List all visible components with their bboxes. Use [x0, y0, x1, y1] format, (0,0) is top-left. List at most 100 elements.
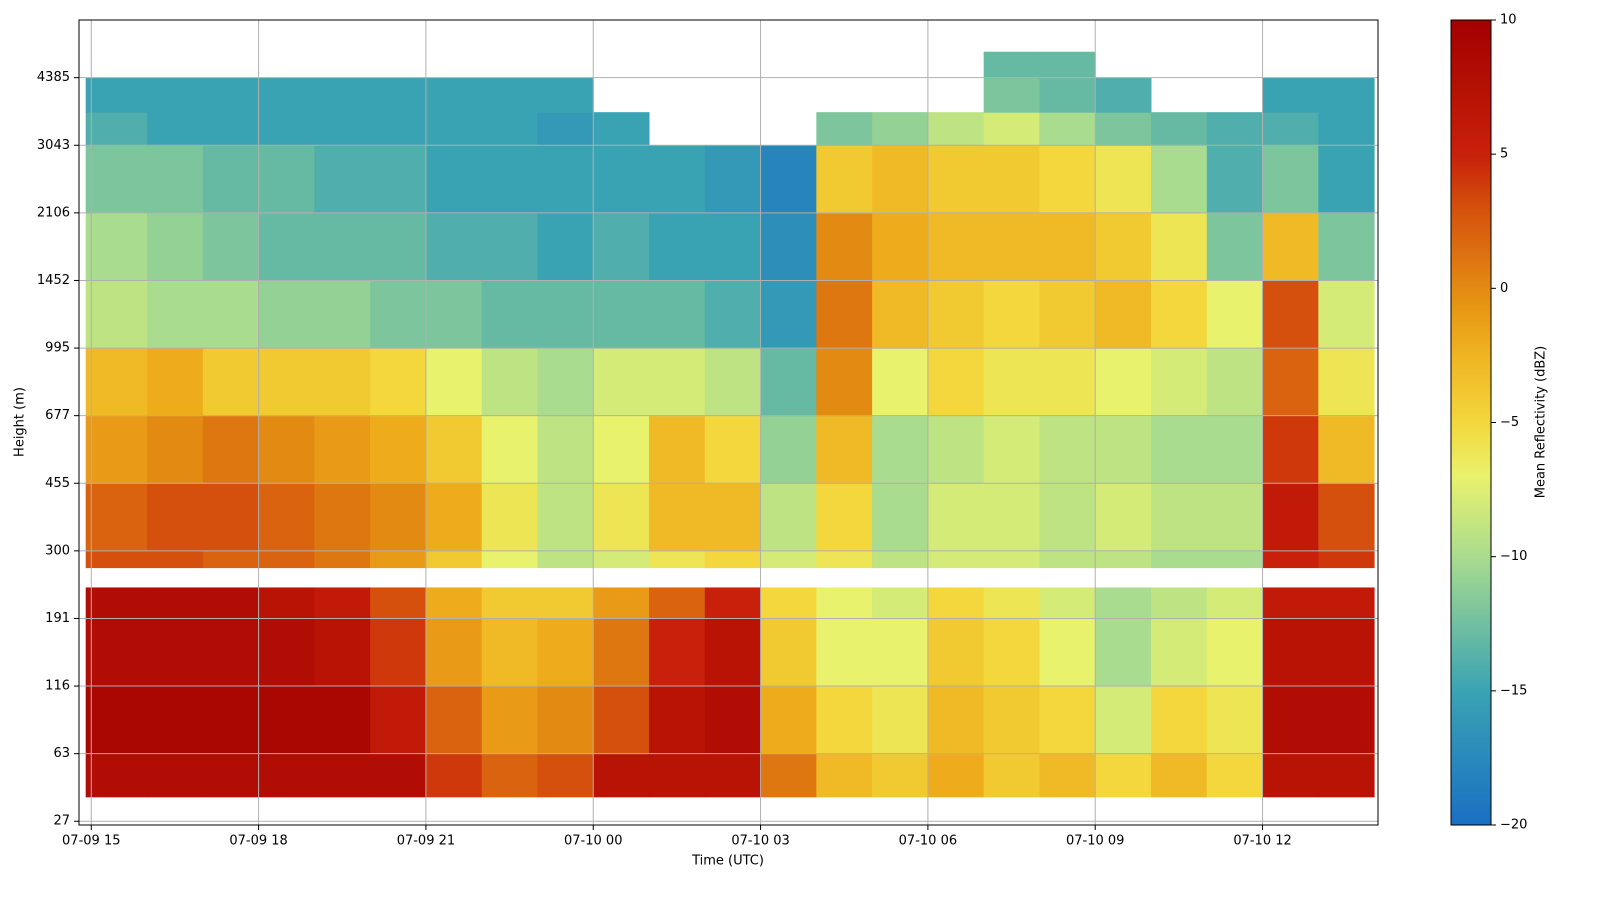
heatmap-cell: [649, 415, 706, 484]
heatmap-cell: [649, 348, 706, 417]
heatmap-cell: [537, 483, 594, 552]
heatmap-cell: [314, 618, 371, 687]
heatmap-cell: [816, 550, 873, 569]
heatmap-cell: [927, 348, 985, 417]
x-tick-label: 07-09 15: [62, 834, 120, 849]
heatmap-cell: [816, 280, 873, 349]
heatmap-cell: [1262, 145, 1319, 214]
y-tick-label: 300: [45, 543, 70, 558]
heatmap-cell: [872, 753, 929, 798]
heatmap-cell: [816, 415, 873, 484]
heatmap-cell: [258, 145, 315, 214]
y-tick-label: 995: [45, 341, 70, 356]
heatmap-cell: [927, 145, 985, 214]
heatmap-cell: [1150, 550, 1208, 569]
heatmap-cell: [649, 212, 706, 281]
heatmap-cell: [85, 112, 148, 146]
heatmap-cell: [147, 618, 204, 687]
heatmap-cell: [1039, 348, 1096, 417]
heatmap-cell: [1150, 415, 1208, 484]
heatmap-cell: [314, 212, 371, 281]
heatmap-cell: [425, 686, 483, 755]
heatmap-cell: [202, 145, 260, 214]
colorbar: [1450, 19, 1492, 826]
heatmap-cell: [816, 753, 873, 798]
heatmap-cell: [314, 348, 371, 417]
colorbar-tick-label: 0: [1500, 281, 1508, 296]
heatmap-cell: [1318, 77, 1375, 113]
heatmap-cell: [872, 686, 929, 755]
heatmap-cell: [593, 483, 650, 552]
heatmap-cell: [85, 280, 148, 349]
heatmap-cell: [85, 77, 148, 113]
heatmap-cell: [760, 587, 817, 619]
heatmap-cell: [370, 212, 427, 281]
heatmap-cell: [481, 77, 538, 113]
heatmap-cell: [649, 280, 706, 349]
heatmap-cell: [425, 280, 483, 349]
plot-frame: [78, 19, 1379, 826]
heatmap-cell: [202, 483, 260, 552]
heatmap-cell: [425, 112, 483, 146]
colorbar-tick-label: −20: [1500, 818, 1527, 833]
heatmap-cell: [927, 212, 985, 281]
heatmap-cell: [760, 686, 817, 755]
heatmap-cell: [983, 753, 1040, 798]
heatmap-cell: [258, 112, 315, 146]
heatmap-cell: [85, 686, 148, 755]
heatmap-cell: [704, 348, 762, 417]
heatmap-cell: [1150, 618, 1208, 687]
heatmap-cell: [1095, 77, 1152, 113]
heatmap-cell: [85, 212, 148, 281]
heatmap-cell: [704, 483, 762, 552]
heatmap-cell: [1095, 415, 1152, 484]
y-tick-label: 677: [45, 408, 70, 423]
heatmap-cell: [593, 587, 650, 619]
heatmap-cell: [1039, 112, 1096, 146]
heatmap-cell: [425, 415, 483, 484]
heatmap-cell: [704, 212, 762, 281]
colorbar-label: Mean Reflectivity (dBZ): [1534, 346, 1549, 499]
heatmap-cell: [1262, 348, 1319, 417]
heatmap-cell: [258, 618, 315, 687]
heatmap-cell: [1206, 753, 1264, 798]
heatmap-cell: [1206, 415, 1264, 484]
heatmap-cell: [816, 212, 873, 281]
heatmap-cell: [370, 618, 427, 687]
heatmap-cell: [816, 483, 873, 552]
heatmap-cell: [704, 280, 762, 349]
heatmap-cell: [1095, 212, 1152, 281]
heatmap-cell: [1262, 587, 1319, 619]
heatmap-cell: [760, 145, 817, 214]
heatmap-cell: [537, 618, 594, 687]
heatmap-cell: [593, 280, 650, 349]
heatmap-cell: [1206, 145, 1264, 214]
heatmap-cell: [704, 618, 762, 687]
x-tick-label: 07-09 21: [397, 834, 455, 849]
heatmap-cell: [1262, 280, 1319, 349]
heatmap-cell: [147, 280, 204, 349]
heatmap-cell: [1039, 77, 1096, 113]
heatmap-cell: [425, 348, 483, 417]
heatmap-cell: [1095, 483, 1152, 552]
heatmap-cell: [704, 550, 762, 569]
heatmap-cell: [202, 280, 260, 349]
heatmap-cell: [258, 483, 315, 552]
heatmap-cell: [1206, 348, 1264, 417]
heatmap-cell: [704, 145, 762, 214]
y-tick-label: 116: [45, 679, 70, 694]
heatmap-cell: [314, 550, 371, 569]
heatmap-cell: [370, 415, 427, 484]
heatmap-cell: [481, 112, 538, 146]
heatmap-cell: [425, 587, 483, 619]
heatmap-cell: [1262, 753, 1319, 798]
heatmap-cell: [649, 686, 706, 755]
heatmap-cell: [147, 550, 204, 569]
heatmap-cell: [537, 145, 594, 214]
heatmap-cell: [258, 212, 315, 281]
heatmap-cell: [85, 618, 148, 687]
heatmap-cell: [314, 415, 371, 484]
heatmap-cell: [202, 212, 260, 281]
heatmap-cell: [147, 483, 204, 552]
